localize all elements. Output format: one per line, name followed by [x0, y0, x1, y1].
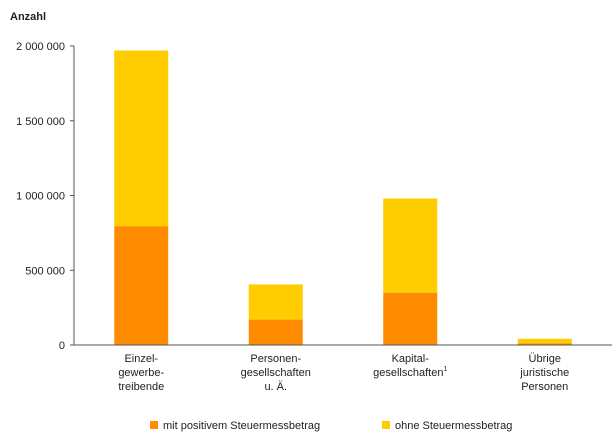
bar-ohne-3 — [517, 338, 572, 344]
y-tick-label: 1 000 000 — [16, 191, 65, 203]
legend: mit positivem Steuermessbetrag ohne Steue… — [150, 420, 512, 432]
y-axis-label: Anzahl — [10, 11, 46, 23]
bar-positive-1 — [248, 319, 303, 345]
x-category-label-line: gewerbe- — [118, 367, 164, 379]
y-tick-label: 500 000 — [25, 265, 65, 277]
bar-ohne-0 — [114, 50, 169, 227]
x-category-label: Übrige juristische Personen — [519, 353, 569, 393]
x-category-label-line: treibende — [118, 381, 164, 393]
bar-ohne-1 — [248, 284, 303, 320]
x-axis-category-labels: Einzel-gewerbe-treibende Personen-gesells… — [118, 353, 569, 393]
legend-swatch — [382, 421, 390, 429]
bar-ohne-2 — [383, 198, 438, 293]
y-tick-label: 0 — [59, 340, 65, 352]
x-category-label-line: Personen — [521, 381, 568, 393]
x-category-label: Kapital-gesellschaften1 — [373, 353, 447, 379]
x-category-label-line: u. Ä. — [264, 381, 287, 393]
x-category-label-line: juristische — [519, 367, 569, 379]
x-category-label-line: Kapital- — [392, 353, 430, 365]
legend-label: ohne Steuermessbetrag — [395, 420, 512, 432]
bar-positive-2 — [383, 292, 438, 345]
y-axis-ticks: 0 500 000 1 000 000 1 500 000 2 000 000 — [16, 41, 74, 352]
x-category-label-line: gesellschaften — [241, 367, 311, 379]
x-category-label: Personen-gesellschaften u. Ä. — [241, 353, 311, 393]
bar-positive-3 — [517, 343, 572, 345]
x-category-label-line: gesellschaften — [373, 367, 443, 379]
bar-positive-0 — [114, 226, 169, 345]
y-tick-label: 1 500 000 — [16, 116, 65, 128]
x-category-label-line: Personen- — [250, 353, 301, 365]
bars-group — [114, 50, 572, 345]
y-tick-label: 2 000 000 — [16, 41, 65, 53]
x-category-label-line: Einzel- — [124, 353, 158, 365]
x-category-label: Einzel-gewerbe-treibende — [118, 353, 164, 393]
legend-swatch — [150, 421, 158, 429]
footnote-marker: 1 — [443, 366, 447, 373]
x-category-label-line: Übrige — [529, 353, 561, 365]
legend-label: mit positivem Steuermessbetrag — [163, 420, 320, 432]
